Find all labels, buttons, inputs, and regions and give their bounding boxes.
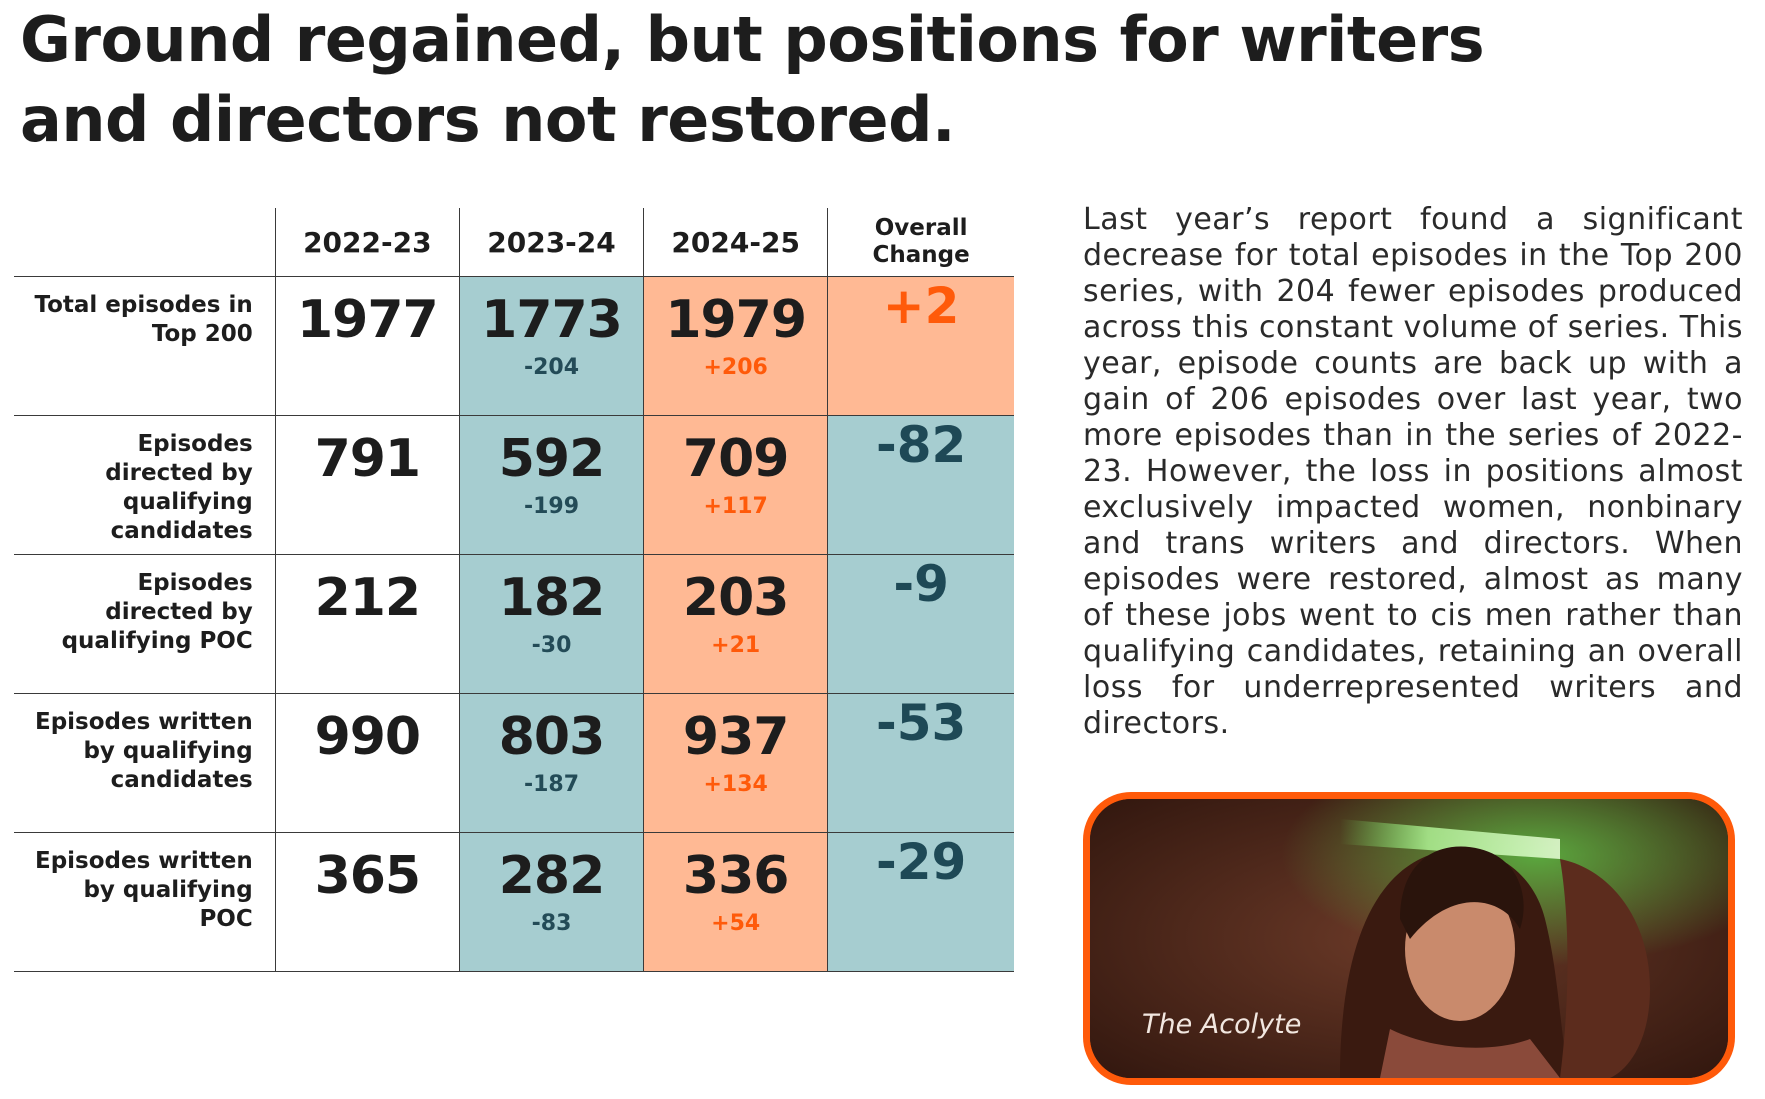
value-2022-23: 791 (314, 429, 422, 489)
cell-2024-25: 203 +21 (643, 554, 828, 694)
table-header-row: 2022-23 2023-24 2024-25 Overall Change (14, 208, 1014, 277)
cell-2023-24: 803 -187 (458, 693, 644, 833)
value-2022-23: 365 (314, 846, 422, 906)
cell-2024-25: 1979 +206 (643, 276, 828, 416)
table-row: Episodes directed by qualifying POC 212 18… (14, 554, 1014, 694)
value-2022-23: 212 (314, 568, 422, 628)
row-label-cell: Episodes written by qualifying candidate… (14, 693, 276, 833)
value-2022-23: 1977 (296, 290, 439, 350)
row-label-cell: Total episodes in Top 200 (14, 276, 276, 416)
value-2024-25: 336 (682, 846, 790, 906)
delta-2024-25: +54 (711, 911, 761, 936)
row-label: Episodes directed by qualifying candidat… (105, 431, 253, 544)
cell-2023-24: 182 -30 (458, 554, 644, 694)
value-2024-25: 937 (682, 707, 790, 767)
cell-2023-24: 282 -83 (458, 832, 644, 972)
value-2022-23: 990 (314, 707, 422, 767)
header-overall-line2: Change (872, 242, 970, 268)
header-overall-line1: Overall (874, 215, 968, 241)
value-2023-24: 282 (498, 846, 606, 906)
photo-frame: The Acolyte (1083, 792, 1735, 1085)
cell-2023-24: 592 -199 (458, 415, 644, 555)
header-2023-24: 2023-24 (458, 208, 644, 277)
cell-2024-25: 336 +54 (643, 832, 828, 972)
cell-2022-23: 791 (274, 415, 460, 555)
delta-2023-24: -83 (531, 911, 572, 936)
overall-change-value: -9 (827, 554, 1014, 694)
value-2024-25: 203 (682, 568, 790, 628)
row-label: Episodes written by qualifying candidate… (35, 709, 253, 793)
page-title: Ground regained, but positions for write… (20, 3, 1485, 156)
delta-2023-24: -199 (523, 494, 580, 519)
cell-2022-23: 990 (274, 693, 460, 833)
acolyte-still-image (1090, 799, 1728, 1078)
table-row: Episodes directed by qualifying candidat… (14, 415, 1014, 555)
overall-change-value: -53 (827, 693, 1014, 833)
delta-2024-25: +21 (711, 633, 761, 658)
header-empty (14, 208, 276, 277)
value-2023-24: 592 (498, 429, 606, 489)
row-label-cell: Episodes directed by qualifying POC (14, 554, 276, 694)
row-label-cell: Episodes written by qualifying POC (14, 832, 276, 972)
cell-2024-25: 937 +134 (643, 693, 828, 833)
body-paragraph: Last year’s report found a significant d… (1083, 202, 1743, 741)
delta-2023-24: -187 (523, 772, 580, 797)
value-2023-24: 803 (498, 707, 606, 767)
row-label: Episodes directed by qualifying POC (61, 570, 253, 654)
header-overall-change: Overall Change (827, 208, 1014, 277)
row-label: Total episodes in Top 200 (34, 292, 253, 347)
header-2022-23: 2022-23 (274, 208, 460, 277)
value-2024-25: 1979 (665, 290, 807, 350)
delta-2024-25: +117 (703, 494, 768, 519)
delta-2023-24: -204 (523, 355, 580, 380)
overall-change-value: +2 (827, 276, 1014, 416)
cell-2022-23: 212 (274, 554, 460, 694)
overall-change-value: -29 (827, 832, 1014, 972)
row-label: Episodes written by qualifying POC (35, 848, 253, 932)
overall-change-value: -82 (827, 415, 1014, 555)
header-2024-25: 2024-25 (643, 208, 828, 277)
delta-2024-25: +206 (703, 355, 768, 380)
table-row: Episodes written by qualifying candidate… (14, 693, 1014, 833)
cell-2023-24: 1773 -204 (458, 276, 644, 416)
table-row: Total episodes in Top 200 1977 1773 -204 197… (14, 276, 1014, 416)
row-label-cell: Episodes directed by qualifying candidat… (14, 415, 276, 555)
photo-caption: The Acolyte (1142, 1009, 1302, 1040)
value-2023-24: 1773 (481, 290, 623, 350)
cell-2024-25: 709 +117 (643, 415, 828, 555)
value-2023-24: 182 (498, 568, 606, 628)
table-row: Episodes written by qualifying POC 365 282… (14, 832, 1014, 972)
episodes-table: 2022-23 2023-24 2024-25 Overall Change T… (14, 208, 1014, 972)
delta-2023-24: -30 (531, 633, 572, 658)
cell-2022-23: 365 (274, 832, 460, 972)
cell-2022-23: 1977 (274, 276, 460, 416)
delta-2024-25: +134 (703, 772, 768, 797)
value-2024-25: 709 (682, 429, 790, 489)
